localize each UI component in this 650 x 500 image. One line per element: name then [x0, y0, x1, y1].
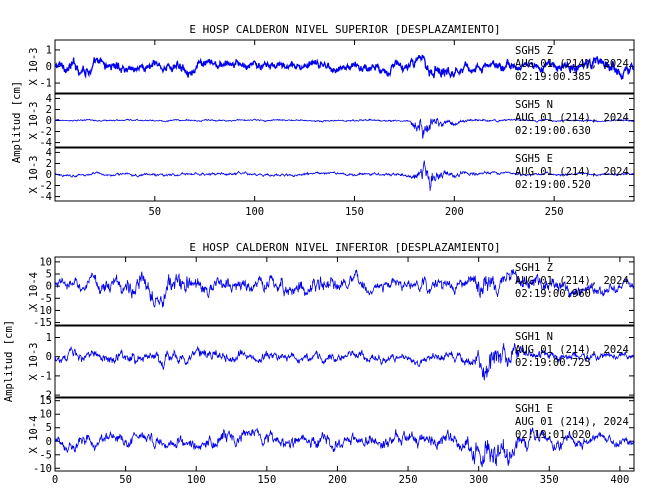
x-tick-label: 400	[610, 474, 629, 486]
x-tick-label: 350	[540, 474, 559, 486]
y-tick-label: 5	[46, 422, 52, 434]
waveform-line	[54, 54, 635, 80]
x-tick-label: 0	[52, 474, 58, 486]
date-label: AUG 01 (214), 2024	[515, 112, 629, 124]
chart-superior-ylabel: Amplitud [cm]	[11, 81, 23, 163]
scale-label: X 10-3	[28, 102, 40, 140]
station-label: SGH1 N	[515, 331, 553, 343]
y-tick-label: -10	[33, 463, 52, 475]
date-label: AUG 01 (214), 2024	[515, 344, 629, 356]
y-tick-label: 0	[46, 61, 52, 73]
waveform-line	[55, 269, 635, 308]
y-tick-label: 0	[46, 351, 52, 363]
x-tick-label: 50	[119, 474, 132, 486]
date-label: AUG 01 (214), 2024	[515, 416, 629, 428]
y-tick-label: -2	[39, 126, 52, 138]
y-tick-label: 10	[39, 409, 52, 421]
y-tick-label: 0	[46, 436, 52, 448]
y-tick-label: 1	[46, 44, 52, 56]
chart-superior: E HOSP CALDERON NIVEL SUPERIOR [DESPLAZA…	[11, 23, 635, 218]
y-tick-label: 10	[39, 256, 52, 268]
x-tick-label: 250	[399, 474, 418, 486]
y-tick-label: 15	[39, 395, 52, 407]
scale-label: X 10-3	[28, 156, 40, 194]
chart-superior-x-axis: 50 100 150 200 250	[148, 40, 564, 218]
time-label: 02:19:01.020	[515, 429, 591, 441]
y-tick-label: 0	[46, 169, 52, 181]
x-tick-label: 200	[328, 474, 347, 486]
scale-label: X 10-3	[28, 48, 40, 86]
x-tick-label: 200	[445, 206, 464, 218]
y-tick-label: -10	[33, 305, 52, 317]
waveform-line	[54, 427, 635, 468]
chart-inferior: E HOSP CALDERON NIVEL INFERIOR [DESPLAZA…	[3, 241, 635, 486]
panel-frame	[54, 325, 635, 398]
scale-label: X 10-4	[28, 416, 40, 454]
date-label: AUG 01 (214), 2024	[515, 275, 629, 287]
x-tick-label: 100	[245, 206, 264, 218]
chart-inferior-title: E HOSP CALDERON NIVEL INFERIOR [DESPLAZA…	[189, 241, 500, 254]
chart-superior-title: E HOSP CALDERON NIVEL SUPERIOR [DESPLAZA…	[189, 23, 500, 36]
x-tick-label: 250	[545, 206, 564, 218]
time-label: 02:19:00.725	[515, 357, 591, 369]
y-tick-label: 2	[46, 158, 52, 170]
y-tick-label: -2	[39, 180, 52, 192]
y-tick-label: -5	[39, 293, 52, 305]
station-label: SGH1 Z	[515, 262, 553, 274]
y-tick-label: 1	[46, 332, 52, 344]
y-tick-label: 2	[46, 104, 52, 116]
panel-frame	[54, 256, 635, 326]
time-label: 02:19:00.630	[515, 125, 591, 137]
time-label: 02:19:00.520	[515, 179, 591, 191]
date-label: AUG 01 (214), 2024	[515, 166, 629, 178]
x-tick-label: 150	[345, 206, 364, 218]
y-tick-label: -5	[39, 449, 52, 461]
time-label: 02:19:00.960	[515, 288, 591, 300]
chart-inferior-x-axis: 0 50 100 150 200 250 300 350 400	[52, 257, 629, 486]
station-label: SGH1 E	[515, 403, 553, 415]
y-tick-label: -2	[39, 390, 52, 402]
waveform-line	[54, 160, 635, 191]
x-tick-label: 50	[148, 206, 161, 218]
station-label: SGH5 E	[515, 153, 553, 165]
y-tick-label: -4	[39, 191, 52, 203]
y-tick-label: -15	[33, 317, 52, 329]
date-label: AUG 01 (214), 2024	[515, 58, 629, 70]
panel-frame	[54, 397, 635, 472]
waveform-line	[54, 343, 635, 381]
y-tick-label: 0	[46, 281, 52, 293]
x-tick-label: 150	[257, 474, 276, 486]
chart-inferior-ylabel: Amplitud [cm]	[3, 320, 15, 402]
y-tick-label: 5	[46, 269, 52, 281]
y-tick-label: -1	[39, 370, 52, 382]
y-tick-label: -1	[39, 78, 52, 90]
y-tick-label: 4	[46, 93, 52, 105]
y-tick-label: 4	[46, 147, 52, 159]
scale-label: X 10-3	[28, 343, 40, 381]
x-tick-label: 100	[187, 474, 206, 486]
station-label: SGH5 N	[515, 99, 553, 111]
station-label: SGH5 Z	[515, 45, 553, 57]
y-tick-label: 0	[46, 115, 52, 127]
scale-label: X 10-4	[28, 272, 40, 310]
waveform-line	[54, 117, 635, 139]
y-tick-label: -4	[39, 137, 52, 149]
time-label: 02:19:00.385	[515, 71, 591, 83]
x-tick-label: 300	[469, 474, 488, 486]
